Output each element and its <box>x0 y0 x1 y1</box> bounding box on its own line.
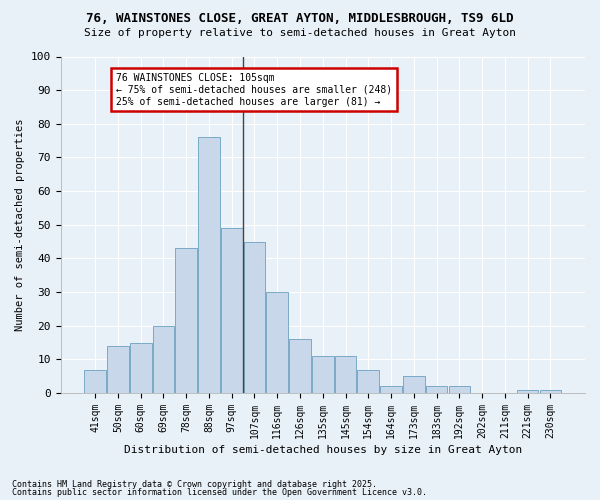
Bar <box>152 326 174 393</box>
Bar <box>85 370 106 393</box>
Bar <box>380 386 402 393</box>
Bar <box>539 390 561 393</box>
Bar <box>335 356 356 393</box>
Bar <box>198 138 220 393</box>
Bar <box>403 376 425 393</box>
Bar <box>449 386 470 393</box>
Y-axis label: Number of semi-detached properties: Number of semi-detached properties <box>15 118 25 331</box>
Bar <box>266 292 288 393</box>
Bar <box>517 390 538 393</box>
Bar <box>244 242 265 393</box>
X-axis label: Distribution of semi-detached houses by size in Great Ayton: Distribution of semi-detached houses by … <box>124 445 522 455</box>
Bar <box>289 339 311 393</box>
Text: Contains HM Land Registry data © Crown copyright and database right 2025.: Contains HM Land Registry data © Crown c… <box>12 480 377 489</box>
Text: 76, WAINSTONES CLOSE, GREAT AYTON, MIDDLESBROUGH, TS9 6LD: 76, WAINSTONES CLOSE, GREAT AYTON, MIDDL… <box>86 12 514 26</box>
Bar <box>107 346 129 393</box>
Bar <box>426 386 448 393</box>
Text: Size of property relative to semi-detached houses in Great Ayton: Size of property relative to semi-detach… <box>84 28 516 38</box>
Text: 76 WAINSTONES CLOSE: 105sqm
← 75% of semi-detached houses are smaller (248)
25% : 76 WAINSTONES CLOSE: 105sqm ← 75% of sem… <box>116 74 392 106</box>
Bar <box>130 342 152 393</box>
Text: Contains public sector information licensed under the Open Government Licence v3: Contains public sector information licen… <box>12 488 427 497</box>
Bar <box>312 356 334 393</box>
Bar <box>221 228 242 393</box>
Bar <box>358 370 379 393</box>
Bar <box>175 248 197 393</box>
